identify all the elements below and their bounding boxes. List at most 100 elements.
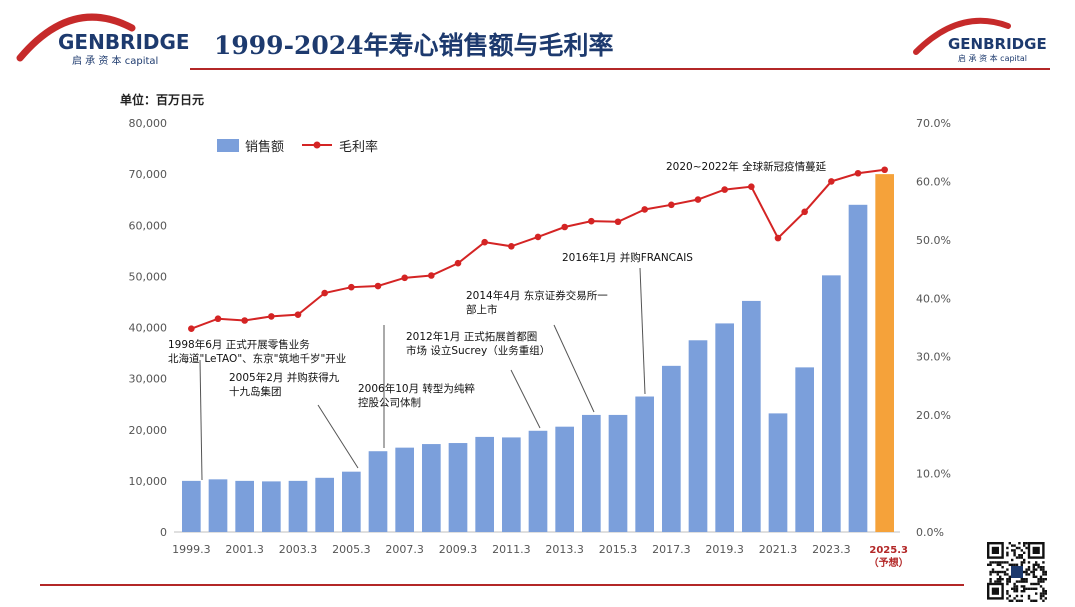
x-tick-label: 2015.3 — [599, 543, 638, 556]
annotation-leader — [639, 267, 646, 395]
annotation-text: 2014年4月 东京证券交易所一 — [466, 289, 608, 302]
annotation-text: 2006年10月 转型为纯粹 — [358, 382, 475, 395]
x-tick-label: 2007.3 — [385, 543, 424, 556]
annotation-text: 十九岛集团 — [229, 385, 282, 398]
annotation-text: 2016年1月 并购FRANCAIS — [562, 251, 693, 264]
legend-swatch-sales — [217, 139, 239, 152]
sales-bar — [608, 414, 628, 532]
sales-bar — [448, 443, 468, 532]
sales-bar — [528, 430, 548, 532]
margin-point — [428, 272, 435, 279]
sales-bar — [715, 323, 734, 532]
annotation-text: 部上市 — [466, 303, 498, 316]
y-left-tick-label: 10,000 — [129, 475, 168, 488]
annotation-text: 2005年2月 并购获得九 — [229, 371, 340, 384]
sales-bar — [182, 480, 201, 532]
margin-point — [534, 233, 542, 241]
title-divider — [190, 68, 1050, 70]
qr-code-icon — [985, 540, 1049, 604]
sales-bar — [315, 477, 334, 532]
y-right-tick-label: 40.0% — [916, 292, 951, 305]
forecast-bar — [875, 174, 894, 532]
margin-point — [348, 283, 355, 291]
margin-point — [454, 259, 462, 267]
margin-point — [214, 315, 222, 323]
y-left-tick-label: 0 — [160, 526, 167, 539]
sales-bar — [662, 365, 681, 532]
x-tick-label: 2001.3 — [225, 543, 264, 556]
annotation-text: 1998年6月 正式开展零售业务 — [168, 338, 310, 351]
genbridge-logo-right: GENBRIDGE 启 承 资 本 capital — [912, 14, 1052, 66]
margin-point — [321, 289, 328, 297]
margin-point — [774, 234, 782, 242]
margin-point — [801, 208, 808, 216]
x-tick-label: 2005.3 — [332, 543, 371, 556]
page-title: 1999-2024年寿心销售额与毛利率 — [214, 31, 614, 60]
y-left-tick-label: 50,000 — [129, 270, 168, 283]
sales-bar — [822, 275, 841, 532]
margin-point — [614, 218, 622, 226]
margin-point — [854, 169, 862, 177]
x-tick-label: 1999.3 — [172, 543, 211, 556]
sales-bar — [395, 447, 414, 532]
logo-arc-icon: GENBRIDGE 启 承 资 本 capital — [16, 13, 190, 67]
y-left-tick-label: 30,000 — [129, 373, 168, 386]
annotation-text: 市场 设立Sucrey（业务重组） — [406, 344, 550, 357]
legend-label-sales: 销售额 — [245, 139, 284, 155]
margin-point — [241, 317, 248, 324]
y-right-tick-label: 60.0% — [916, 175, 951, 188]
sales-bar — [475, 436, 494, 532]
sales-bar — [768, 413, 788, 532]
y-left-tick-label: 20,000 — [129, 424, 168, 437]
legend-swatch-margin-point — [313, 141, 321, 149]
margin-point — [268, 313, 275, 320]
x-tick-label: 2011.3 — [492, 543, 531, 556]
annotation-leader — [317, 404, 359, 469]
x-tick-label: 2003.3 — [279, 543, 318, 556]
annotation-leader — [510, 369, 541, 429]
y-left-tick-label: 80,000 — [129, 117, 168, 130]
margin-point — [668, 201, 675, 209]
sales-bar — [848, 204, 868, 533]
annotation-text: 2020~2022年 全球新冠疫情蔓延 — [666, 160, 827, 173]
forecast-tick-note: （予想） — [869, 556, 909, 569]
annotation-leader — [553, 324, 595, 413]
logo-subtitle: 启 承 资 本 capital — [72, 54, 158, 67]
legend-label-margin: 毛利率 — [339, 139, 378, 155]
margin-point — [694, 196, 702, 203]
margin-point — [748, 183, 755, 190]
x-tick-label: 2019.3 — [705, 543, 744, 556]
sales-bar — [288, 480, 308, 532]
y-left-tick-label: 40,000 — [129, 322, 168, 335]
logo-arc-icon: GENBRIDGE 启 承 资 本 capital — [913, 17, 1047, 63]
sales-bar — [688, 340, 708, 532]
margin-point — [828, 178, 835, 185]
y-right-tick-label: 50.0% — [916, 234, 951, 247]
margin-point — [374, 282, 382, 290]
logo-name: GENBRIDGE — [58, 30, 190, 54]
margin-point — [401, 274, 408, 282]
forecast-tick-label: 2025.3 — [869, 545, 908, 556]
sales-bar — [368, 451, 388, 532]
annotation-text: 2012年1月 正式拓展首都圈 — [406, 330, 537, 343]
margin-point — [721, 186, 728, 193]
genbridge-logo-left: GENBRIDGE 启 承 资 本 capital — [12, 6, 192, 68]
logo-name: GENBRIDGE — [948, 35, 1047, 53]
margin-point — [561, 223, 568, 231]
y-right-tick-label: 30.0% — [916, 351, 951, 364]
annotation-text: 北海道"LeTAO"、东京"筑地千岁"开业 — [168, 352, 346, 365]
bottom-divider — [40, 584, 964, 586]
y-right-tick-label: 0.0% — [916, 526, 944, 539]
sales-bar — [235, 480, 254, 532]
sales-bar — [742, 300, 761, 532]
margin-point — [881, 166, 888, 174]
sales-bar — [582, 414, 601, 532]
margin-point — [188, 325, 195, 332]
y-right-tick-label: 10.0% — [916, 468, 951, 481]
margin-point — [294, 311, 302, 318]
margin-point — [508, 242, 515, 250]
logo-subtitle: 启 承 资 本 capital — [958, 53, 1027, 63]
annotation-leader — [199, 359, 203, 481]
unit-label: 单位：百万日元 — [120, 92, 204, 107]
